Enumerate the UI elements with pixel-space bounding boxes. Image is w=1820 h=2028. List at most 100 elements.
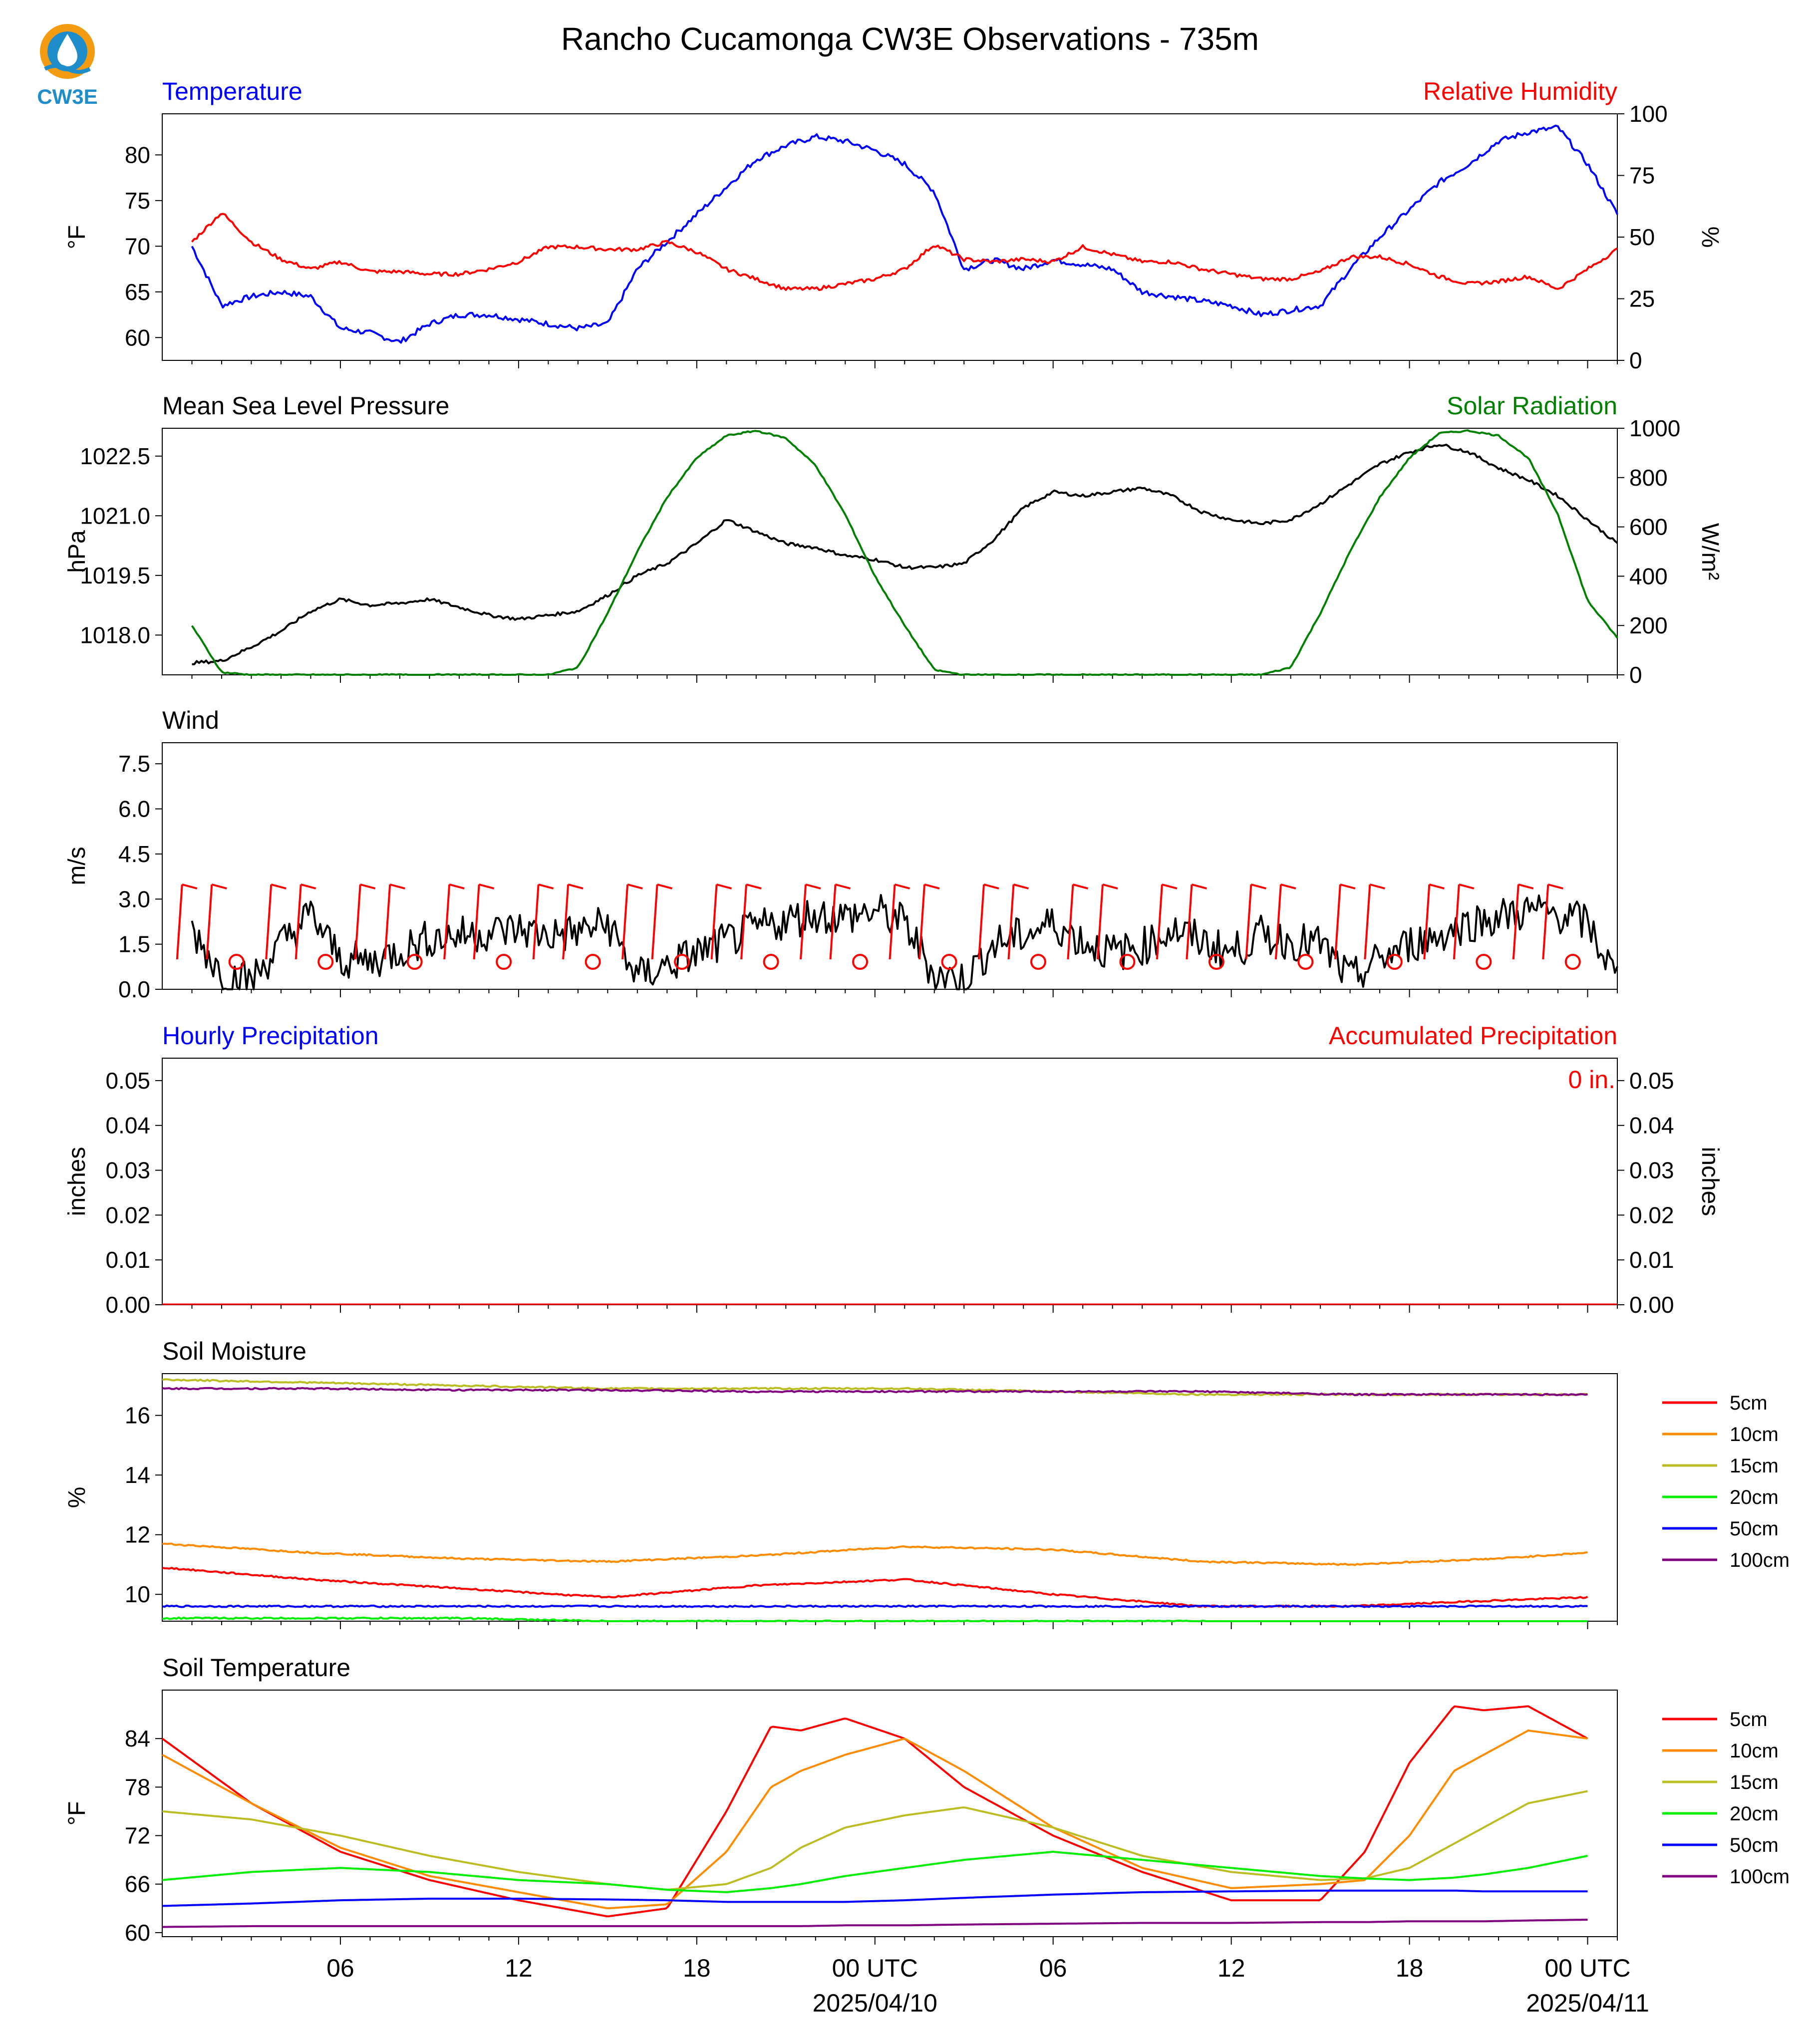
panel-left-title: Soil Temperature [162,1654,350,1682]
x-date-label: 2025/04/11 [1526,1989,1649,2017]
legend-label: 5cm [1730,1392,1768,1414]
y-tick-label: 75 [125,188,150,214]
soil-line-5cm [161,1705,1588,1918]
wind-barb-flag [983,883,999,889]
x-tick-label: 00 UTC [1544,1954,1630,1982]
wind-barb-calm [1564,954,1581,970]
soil-line-50cm [162,1889,1588,1907]
wind-barb-calm [1030,954,1046,970]
y-tick-label: 4.5 [118,841,150,867]
x-tick-label: 00 UTC [832,1954,918,1982]
legend-panel-soil_temperature: 5cm 10cm 15cm 20cm 50cm 100cm [1662,1709,1790,1888]
legend-label: 10cm [1730,1740,1779,1762]
panel-temperature_humidity: Temperature Relative Humidity 80 75 70 65 60 10… [64,77,1723,373]
wind-barb-staff [1274,884,1282,960]
x-tick-label: 06 [1039,1954,1067,1982]
cw3e-logo-icon: CW3E [37,24,98,108]
y2-axis-label: % [1697,227,1723,248]
wind-barb-staff [918,884,925,960]
panel-soil_temperature: Soil Temperature 84 78 72 66 60 °F [64,1654,1618,1946]
soil-line-50cm [162,1604,1588,1608]
y-tick-label: 0.02 [105,1202,150,1228]
panel-frame [162,428,1618,675]
wind-barb-calm [1476,954,1492,970]
wind-barb-staff [265,884,273,960]
wind-barb-staff [889,884,896,960]
panel-left-title: Hourly Precipitation [162,1022,379,1050]
wind-barb-flag [1369,883,1385,889]
y2-tick-label: 100 [1629,101,1668,127]
panel-frame [162,742,1618,990]
panel-pressure_solar: Mean Sea Level Pressure Solar Radiation 10… [64,392,1723,688]
wind-barb-calm [1297,954,1314,970]
wind-barb-staff [829,884,837,960]
wind-barb-staff [176,884,183,960]
x-tick-label: 12 [1217,1954,1245,1982]
wind-barb-flag [449,883,465,889]
wind-barb-staff [1186,884,1193,960]
wind-barb-staff [1067,884,1074,960]
wind-barb-staff [295,884,302,960]
wind-barb-flag [716,883,732,889]
wind-barb-staff [562,884,570,960]
legend-label: 100cm [1730,1866,1790,1888]
wind-barb-flag [271,883,287,889]
x-tick-label: 12 [505,1954,533,1982]
wind-barb-staff [740,884,748,960]
y-tick-label: 10 [125,1581,150,1607]
wind-barb-flag [301,883,316,889]
soil-line-15cm [162,1378,1588,1397]
y2-tick-label: 0.01 [1629,1247,1674,1273]
wind-barb-flag [1162,883,1178,889]
y2-tick-label: 800 [1629,465,1668,491]
wind-barb-flag [627,883,643,889]
y-tick-label: 66 [125,1871,150,1897]
pressure-line [192,443,1618,665]
cw3e-logo: CW3E [30,19,105,109]
soil-line-5cm [162,1567,1588,1608]
panel-left-title: Mean Sea Level Pressure [162,392,449,420]
legend-label: 15cm [1730,1771,1779,1793]
soil-line-20cm [162,1616,1588,1622]
legend-label: 100cm [1730,1549,1790,1571]
wind-speed-line [191,894,1618,990]
wind-barb-calm [941,954,957,970]
soil-line-100cm [162,1387,1588,1397]
y-axis-label: inches [64,1147,90,1216]
y-tick-label: 1022.5 [80,443,150,469]
wind-barb-flag [894,883,910,889]
wind-barb-flag [1072,883,1088,889]
wind-barb-staff [1542,884,1549,960]
wind-barb-calm [496,954,512,970]
wind-barb-flag [1191,883,1207,889]
y2-axis-label: inches [1697,1147,1723,1216]
y-tick-label: 0.0 [118,976,150,1002]
wind-barb-flag [924,883,940,889]
panel-left-title: Soil Moisture [162,1337,306,1365]
wind-barb-flag [1013,883,1029,889]
soil-line-15cm [162,1790,1588,1891]
y2-axis-label: W/m² [1697,523,1723,580]
chart-title: Rancho Cucamonga CW3E Observations - 735… [561,21,1259,57]
wind-barb-flag [805,883,821,889]
y-tick-label: 16 [125,1403,150,1429]
y-tick-label: 1018.0 [80,622,150,648]
y2-tick-label: 0.00 [1629,1292,1674,1318]
wind-barb-calm [1119,954,1136,970]
wind-barb-flag [1429,883,1445,889]
y-tick-label: 1.5 [118,931,150,957]
x-tick-label: 06 [326,1954,354,1982]
y2-tick-label: 600 [1629,514,1668,540]
y-tick-label: 3.0 [118,886,150,912]
wind-barb-calm [406,954,423,970]
y-tick-label: 0.05 [105,1068,150,1094]
panel-frame [162,113,1618,361]
y-axis-label: m/s [64,847,90,885]
panel-left-title: Temperature [162,77,303,105]
wind-barb-calm [852,954,869,970]
legend-label: 20cm [1730,1803,1779,1825]
y2-tick-label: 0 [1629,662,1642,688]
wind-barb-staff [651,884,658,960]
panel-right-title: Accumulated Precipitation [1329,1022,1617,1050]
y-axis-label: % [64,1487,90,1508]
